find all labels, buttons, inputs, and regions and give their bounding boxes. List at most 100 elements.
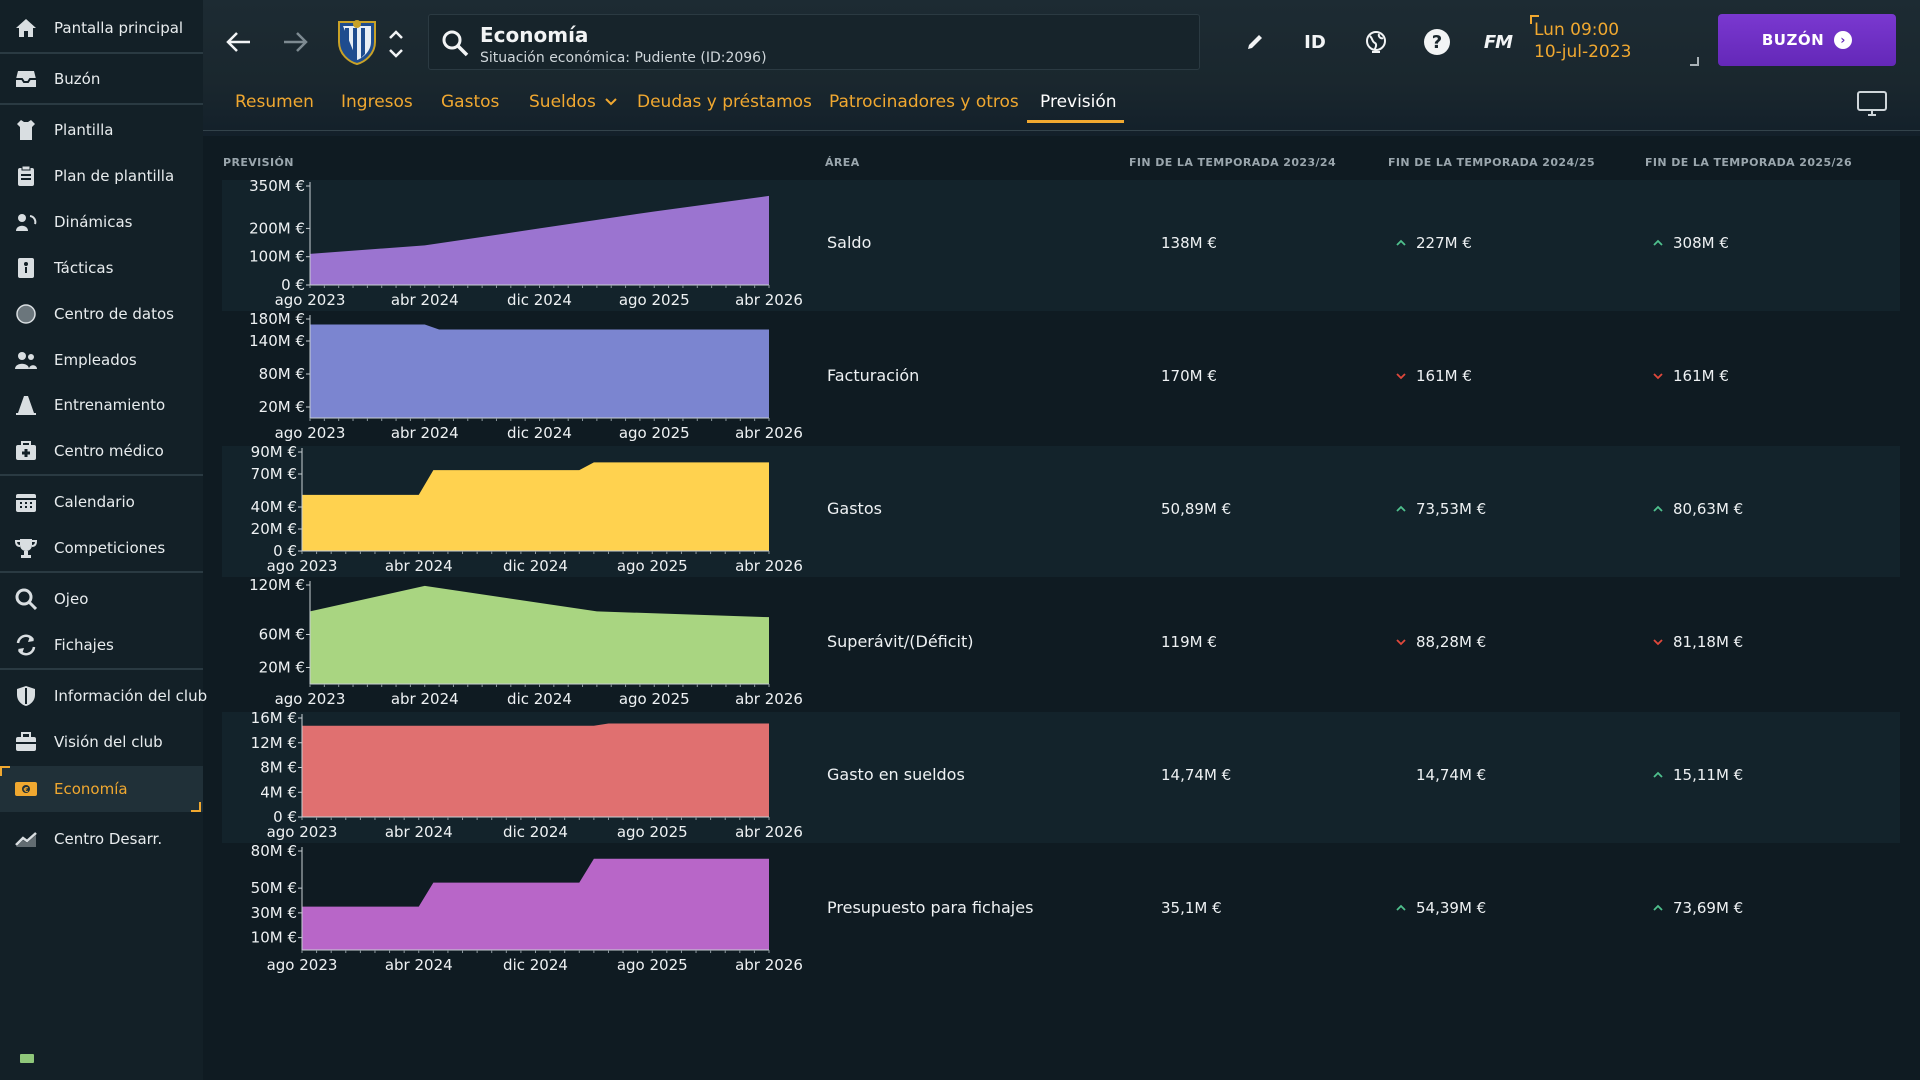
table-row[interactable]: 20M € 80M € 140M € 180M € ago 2023 abr 2024 di… <box>222 313 1900 444</box>
fm-menu-button[interactable]: FM <box>1478 22 1518 62</box>
tab-income[interactable]: Ingresos <box>341 92 413 112</box>
continue-date-button[interactable]: Lun 09:00 10-jul-2023 <box>1534 19 1631 63</box>
tab-summary[interactable]: Resumen <box>235 92 314 112</box>
table-row[interactable]: 0 € 4M € 8M € 12M € 16M € ago 2023 abr 2024 dic… <box>222 712 1900 843</box>
clipboard-icon <box>14 164 38 188</box>
trend-up-icon <box>1653 505 1663 512</box>
world-button[interactable] <box>1356 22 1396 62</box>
id-button[interactable]: ID <box>1295 22 1335 62</box>
data-hub-icon <box>14 302 38 326</box>
tab-projections[interactable]: Previsión <box>1040 92 1117 112</box>
sidebar-item-inbox[interactable]: Buzón <box>0 57 203 101</box>
x-tick-label: abr 2026 <box>735 690 803 708</box>
sidebar: Pantalla principal Buzón Plantilla Plan … <box>0 0 207 1080</box>
sidebar-item-squad-planner[interactable]: Plan de plantilla <box>0 154 203 198</box>
value-text: 73,69M € <box>1673 899 1744 917</box>
x-tick-label: ago 2023 <box>275 424 346 442</box>
inbox-continue-button[interactable]: BUZÓN › <box>1718 14 1896 66</box>
y-tick-label: 120M € <box>249 579 305 594</box>
value-text: 14,74M € <box>1161 766 1232 784</box>
sidebar-item-scouting[interactable]: Ojeo <box>0 577 203 621</box>
y-tick-label: 4M € <box>260 783 297 801</box>
forward-button[interactable] <box>275 22 315 62</box>
column-header-season-2023-24[interactable]: FIN DE LA TEMPORADA 2023/24 <box>1129 156 1337 169</box>
table-row[interactable]: 20M € 60M € 120M € ago 2023 abr 2024 dic 2024… <box>222 579 1900 710</box>
x-tick-label: abr 2024 <box>391 424 459 442</box>
column-header-forecast[interactable]: PREVISIÓN <box>223 156 294 169</box>
staff-icon <box>14 348 38 372</box>
table-row[interactable]: 0 € 20M € 40M € 70M € 90M € ago 2023 abr 2024 d… <box>222 446 1900 577</box>
chevron-up-down-icon <box>389 30 403 58</box>
y-tick-label: 100M € <box>249 248 305 266</box>
sidebar-item-finances[interactable]: € Economía <box>0 766 203 812</box>
sidebar-item-tactics[interactable]: Tácticas <box>0 246 203 290</box>
tactics-board-icon <box>14 256 38 280</box>
sidebar-item-training[interactable]: Entrenamiento <box>0 383 203 427</box>
season-value: 308M € <box>1653 234 1729 252</box>
monitor-icon[interactable] <box>1856 90 1888 118</box>
value-text: 138M € <box>1161 234 1217 252</box>
sidebar-item-transfers[interactable]: Fichajes <box>0 623 203 667</box>
arrow-right-icon <box>284 32 308 52</box>
y-tick-label: 80M € <box>259 365 305 383</box>
trend-down-icon <box>1396 639 1406 646</box>
y-tick-label: 20M € <box>259 659 305 677</box>
sidebar-item-label: Empleados <box>54 351 137 369</box>
sidebar-item-competitions[interactable]: Competiciones <box>0 526 203 570</box>
club-switch-button[interactable] <box>386 26 406 62</box>
finances-icon: € <box>14 777 38 801</box>
sidebar-item-squad[interactable]: Plantilla <box>0 108 203 152</box>
sidebar-item-dynamics[interactable]: Dinámicas <box>0 200 203 244</box>
sidebar-divider <box>0 103 203 105</box>
page-title: Economía <box>480 23 589 47</box>
y-tick-label: 40M € <box>251 498 297 516</box>
sidebar-divider <box>0 52 203 54</box>
y-tick-label: 0 € <box>281 276 305 294</box>
current-time: Lun 09:00 <box>1534 20 1620 40</box>
club-shield-icon <box>14 684 38 708</box>
y-tick-label: 60M € <box>259 626 305 644</box>
y-tick-label: 30M € <box>251 904 297 922</box>
forecast-chart: 0 € 4M € 8M € 12M € 16M € ago 2023 abr 2024 dic… <box>251 712 803 841</box>
club-crest-icon[interactable] <box>335 18 379 66</box>
column-header-season-2024-25[interactable]: FIN DE LA TEMPORADA 2024/25 <box>1388 156 1596 169</box>
arrow-right-circle-icon: › <box>1834 31 1853 49</box>
x-tick-label: dic 2024 <box>507 291 572 309</box>
table-row[interactable]: 0 € 100M € 200M € 350M € ago 2023 abr 2024 dic… <box>222 180 1900 311</box>
sidebar-item-staff[interactable]: Empleados <box>0 338 203 382</box>
season-value: 14,74M € <box>1396 766 1486 784</box>
sidebar-item-home[interactable]: Pantalla principal <box>0 6 203 50</box>
sidebar-item-label: Información del club <box>54 687 208 705</box>
area-label: Superávit/(Déficit) <box>827 632 974 651</box>
tab-wages[interactable]: Sueldos <box>529 92 617 112</box>
active-tab-indicator <box>1027 120 1124 123</box>
season-value: 80,63M € <box>1653 500 1743 518</box>
y-tick-label: 20M € <box>259 398 305 416</box>
column-header-season-2025-26[interactable]: FIN DE LA TEMPORADA 2025/26 <box>1645 156 1853 169</box>
sidebar-item-label: Plan de plantilla <box>54 167 175 185</box>
tab-sponsors[interactable]: Patrocinadores y otros <box>829 92 1019 112</box>
page-search-box[interactable]: Economía Situación económica: Pudiente (… <box>428 14 1200 70</box>
sidebar-item-club-info[interactable]: Información del club <box>0 674 207 718</box>
help-button[interactable]: ? <box>1417 22 1457 62</box>
x-tick-label: ago 2023 <box>275 291 346 309</box>
sidebar-item-label: Centro médico <box>54 442 164 460</box>
value-text: 88,28M € <box>1416 633 1487 651</box>
back-button[interactable] <box>219 22 259 62</box>
value-text: 81,18M € <box>1673 633 1744 651</box>
sidebar-item-label: Centro Desarr. <box>54 830 163 848</box>
x-tick-label: abr 2024 <box>385 557 453 575</box>
sidebar-item-medical-centre[interactable]: Centro médico <box>0 429 203 473</box>
sidebar-item-data-hub[interactable]: Centro de datos <box>0 292 203 336</box>
season-value: 35,1M € <box>1161 899 1222 917</box>
sidebar-item-club-vision[interactable]: Visión del club <box>0 720 203 764</box>
tabs-divider <box>203 130 1920 131</box>
tab-debts-loans[interactable]: Deudas y préstamos <box>637 92 812 112</box>
sidebar-item-development-centre[interactable]: Centro Desarr. <box>0 817 203 861</box>
tab-expenditure[interactable]: Gastos <box>441 92 500 112</box>
x-tick-label: ago 2023 <box>267 956 338 974</box>
sidebar-item-calendar[interactable]: Calendario <box>0 480 203 524</box>
column-header-area[interactable]: ÁREA <box>825 156 860 169</box>
table-row[interactable]: 10M € 30M € 50M € 80M € ago 2023 abr 2024 dic … <box>222 845 1900 976</box>
edit-button[interactable] <box>1235 22 1275 62</box>
